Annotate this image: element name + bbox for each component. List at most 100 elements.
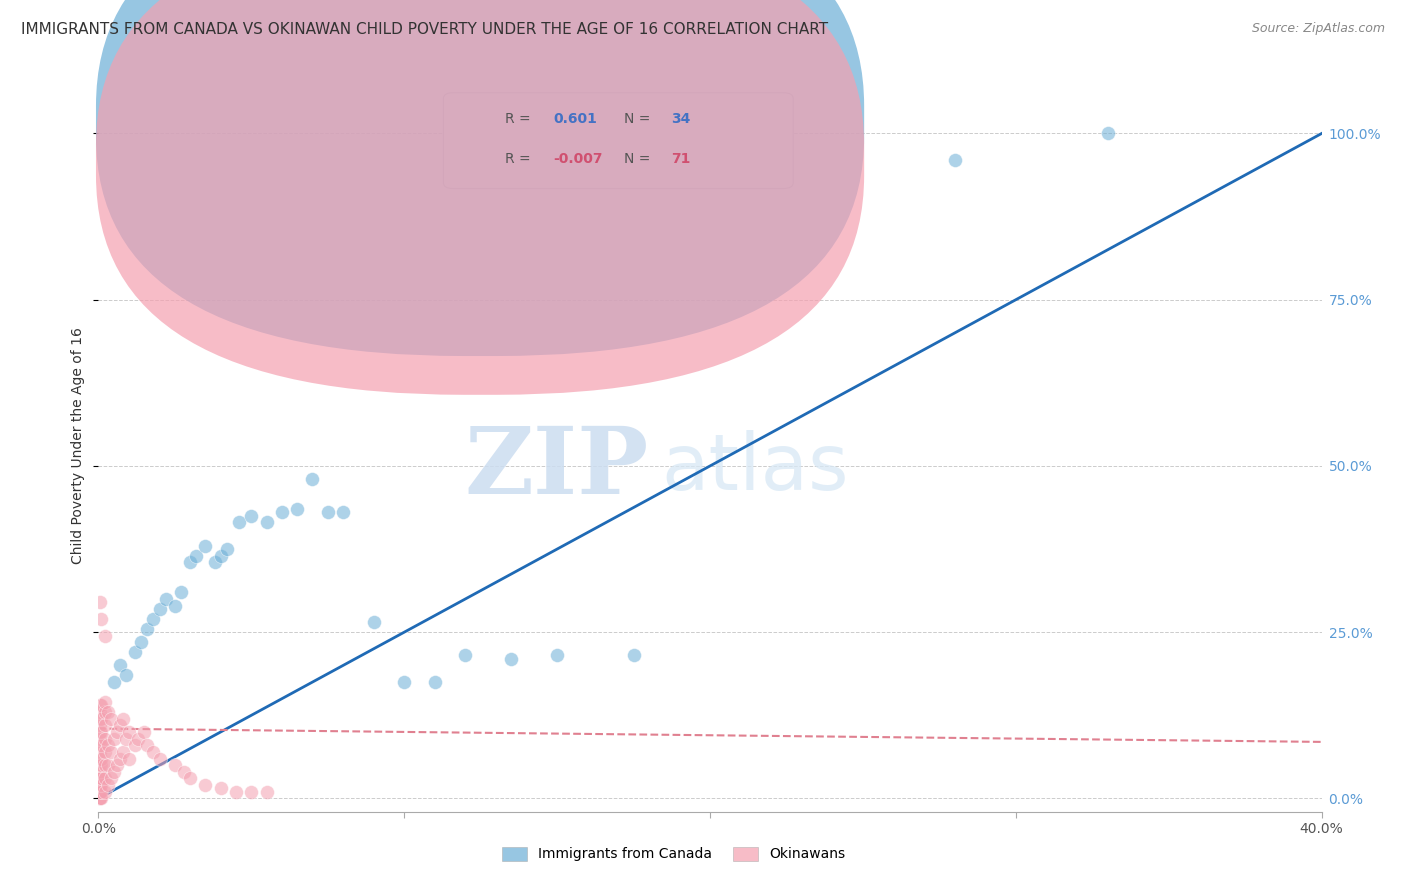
Okinawans (89, 791, 111, 805)
Immigrants from Canada (623, 648, 645, 663)
Legend: Immigrants from Canada, Okinawans: Immigrants from Canada, Okinawans (496, 841, 851, 867)
Okinawans (93, 758, 115, 772)
Okinawans (89, 725, 111, 739)
Immigrants from Canada (363, 615, 385, 630)
Okinawans (93, 785, 115, 799)
Okinawans (89, 764, 111, 779)
Immigrants from Canada (332, 506, 354, 520)
Okinawans (90, 785, 112, 799)
Okinawans (89, 778, 111, 792)
Immigrants from Canada (546, 648, 568, 663)
Immigrants from Canada (170, 585, 193, 599)
Text: 71: 71 (671, 152, 690, 166)
Okinawans (173, 764, 195, 779)
FancyBboxPatch shape (443, 93, 793, 188)
Okinawans (90, 791, 112, 805)
Text: R =: R = (505, 112, 534, 126)
Okinawans (89, 791, 111, 805)
Immigrants from Canada (215, 542, 238, 557)
Okinawans (225, 785, 247, 799)
Immigrants from Canada (256, 516, 278, 530)
Immigrants from Canada (186, 549, 208, 563)
Text: IMMIGRANTS FROM CANADA VS OKINAWAN CHILD POVERTY UNDER THE AGE OF 16 CORRELATION: IMMIGRANTS FROM CANADA VS OKINAWAN CHILD… (21, 22, 828, 37)
Okinawans (89, 738, 111, 752)
Okinawans (111, 712, 134, 726)
Immigrants from Canada (149, 602, 172, 616)
Okinawans (149, 751, 172, 765)
Text: N =: N = (624, 112, 655, 126)
Okinawans (163, 758, 186, 772)
Okinawans (124, 738, 146, 752)
Immigrants from Canada (270, 506, 292, 520)
Text: -0.007: -0.007 (554, 152, 603, 166)
Immigrants from Canada (285, 502, 308, 516)
Immigrants from Canada (204, 555, 226, 569)
Okinawans (93, 772, 115, 786)
Okinawans (89, 751, 111, 765)
Okinawans (89, 698, 111, 713)
Immigrants from Canada (179, 555, 201, 569)
FancyBboxPatch shape (96, 0, 865, 395)
Okinawans (100, 772, 122, 786)
Okinawans (93, 745, 115, 759)
Okinawans (194, 778, 217, 792)
Okinawans (111, 745, 134, 759)
Immigrants from Canada (103, 675, 125, 690)
Immigrants from Canada (155, 591, 177, 606)
Okinawans (142, 745, 165, 759)
Okinawans (89, 778, 111, 792)
Okinawans (127, 731, 149, 746)
Okinawans (136, 738, 159, 752)
Text: Source: ZipAtlas.com: Source: ZipAtlas.com (1251, 22, 1385, 36)
Okinawans (89, 712, 111, 726)
Okinawans (89, 772, 111, 786)
Immigrants from Canada (423, 675, 446, 690)
Okinawans (105, 758, 128, 772)
Okinawans (90, 772, 112, 786)
Okinawans (134, 725, 156, 739)
Okinawans (179, 772, 201, 786)
Okinawans (108, 718, 131, 732)
Immigrants from Canada (1097, 127, 1119, 141)
Okinawans (90, 758, 112, 772)
Text: 0.601: 0.601 (554, 112, 598, 126)
Immigrants from Canada (392, 675, 416, 690)
Okinawans (100, 745, 122, 759)
Immigrants from Canada (163, 599, 186, 613)
Okinawans (97, 758, 120, 772)
Okinawans (93, 718, 115, 732)
Okinawans (89, 772, 111, 786)
Text: R =: R = (505, 152, 534, 166)
Okinawans (97, 738, 120, 752)
Immigrants from Canada (136, 622, 159, 636)
Okinawans (240, 785, 263, 799)
Okinawans (89, 705, 111, 719)
Okinawans (90, 698, 112, 713)
Immigrants from Canada (454, 648, 477, 663)
Immigrants from Canada (142, 612, 165, 626)
Okinawans (103, 764, 125, 779)
Immigrants from Canada (194, 539, 217, 553)
Okinawans (90, 778, 112, 792)
Okinawans (89, 791, 111, 805)
Immigrants from Canada (943, 153, 966, 167)
Okinawans (118, 725, 141, 739)
Okinawans (89, 785, 111, 799)
Okinawans (100, 712, 122, 726)
Okinawans (97, 705, 120, 719)
Okinawans (89, 745, 111, 759)
Text: N =: N = (624, 152, 655, 166)
Okinawans (90, 751, 112, 765)
Okinawans (118, 751, 141, 765)
Okinawans (93, 731, 115, 746)
Okinawans (89, 785, 111, 799)
Text: 34: 34 (671, 112, 690, 126)
Okinawans (97, 778, 120, 792)
Okinawans (89, 718, 111, 732)
Okinawans (93, 705, 115, 719)
FancyBboxPatch shape (96, 0, 865, 356)
Y-axis label: Child Poverty Under the Age of 16: Child Poverty Under the Age of 16 (70, 327, 84, 565)
Immigrants from Canada (228, 516, 250, 530)
Immigrants from Canada (129, 635, 152, 649)
Okinawans (89, 758, 111, 772)
